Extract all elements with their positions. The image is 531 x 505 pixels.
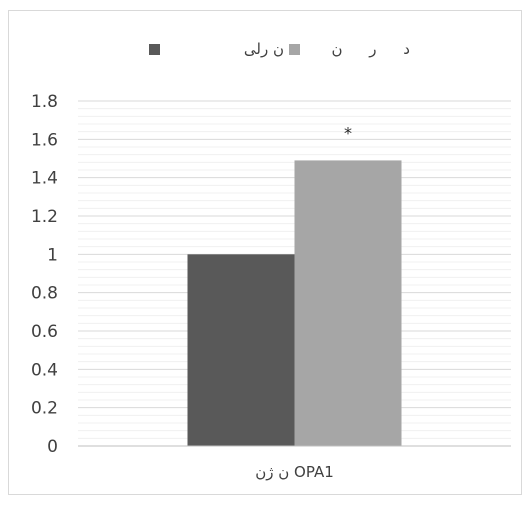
bar — [187, 254, 295, 446]
y-tick-label: 1.8 — [31, 92, 58, 112]
legend-swatch — [289, 44, 300, 55]
y-tick-label: 1 — [47, 245, 58, 265]
y-tick-label: 0 — [47, 437, 58, 457]
y-tick-label: 0.8 — [31, 284, 58, 304]
y-tick-label: 0.2 — [31, 399, 58, 419]
significance-marker: * — [344, 123, 352, 142]
y-tick-label: 1.4 — [31, 169, 58, 189]
y-tick-label: 1.6 — [31, 130, 58, 150]
x-tick-label: ن ژن OPA1 — [255, 463, 334, 481]
y-tick-label: 0.4 — [31, 360, 58, 380]
bars — [187, 160, 402, 446]
y-tick-label: 0.6 — [31, 322, 58, 342]
legend-label: ن رلی — [244, 40, 284, 58]
bar — [294, 160, 402, 446]
x-axis-category-label: ن ژن OPA1 — [255, 463, 334, 481]
legend-swatch — [149, 44, 160, 55]
annotations: * — [344, 123, 352, 142]
legend: ن رلی د ر ن — [149, 40, 410, 58]
y-axis-tick-labels: 0 0.2 0.4 0.6 0.8 1 1.2 1.4 1.6 1.8 — [31, 92, 58, 457]
y-tick-label: 1.2 — [31, 207, 58, 227]
legend-label: د ر ن — [332, 40, 410, 58]
